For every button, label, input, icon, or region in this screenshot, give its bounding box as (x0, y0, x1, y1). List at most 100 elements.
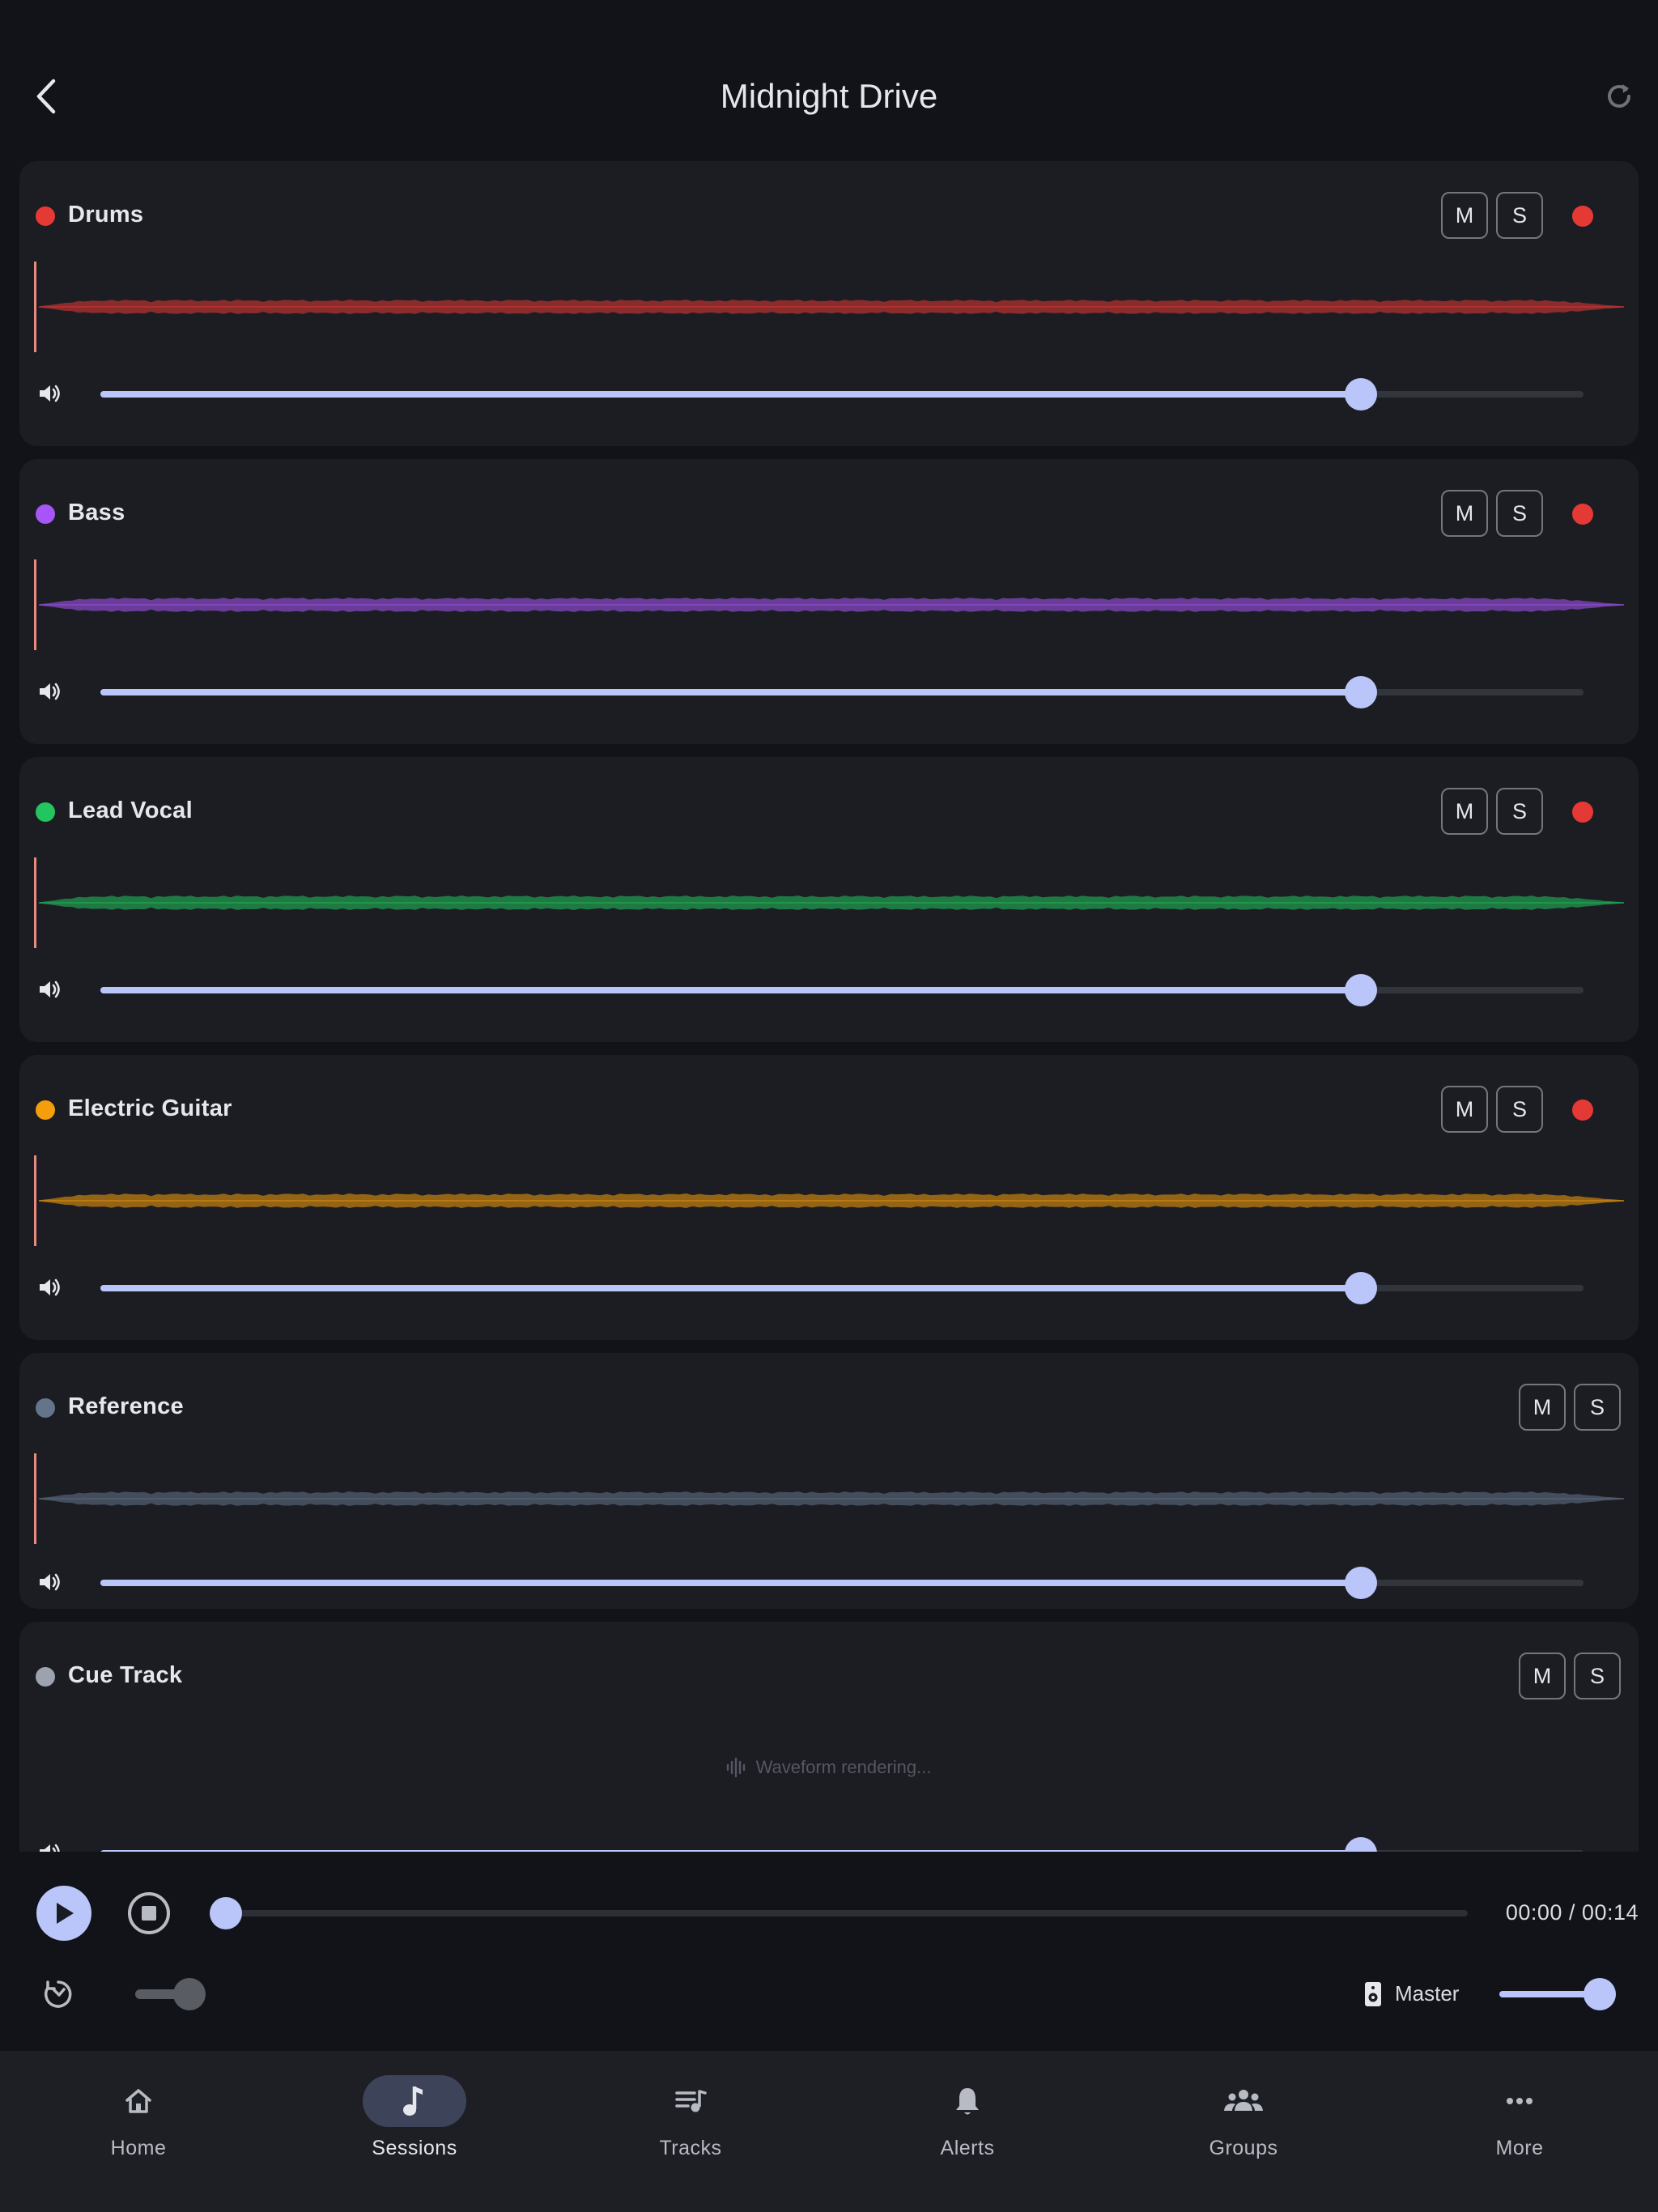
record-arm-button[interactable] (1572, 206, 1593, 227)
track-name: Electric Guitar (68, 1095, 232, 1121)
track-card: Reference M S (19, 1353, 1639, 1609)
record-arm-button[interactable] (1572, 504, 1593, 525)
solo-button[interactable]: S (1574, 1653, 1621, 1699)
solo-button[interactable]: S (1496, 1086, 1543, 1133)
master-volume-slider[interactable] (1499, 1978, 1616, 2010)
nav-item-more[interactable]: More (1422, 2075, 1617, 2197)
mute-button[interactable]: M (1441, 192, 1488, 239)
nav-item-alerts[interactable]: Alerts (870, 2075, 1065, 2197)
volume-icon[interactable] (36, 1274, 63, 1301)
volume-thumb[interactable] (1345, 1567, 1378, 1599)
mute-button[interactable]: M (1519, 1653, 1566, 1699)
track-color-dot (36, 1100, 55, 1120)
solo-button[interactable]: S (1496, 490, 1543, 537)
volume-thumb[interactable] (1345, 1837, 1378, 1852)
nav-pill (1468, 2075, 1571, 2127)
solo-button[interactable]: S (1496, 788, 1543, 835)
volume-thumb[interactable] (1345, 974, 1378, 1006)
nav-item-home[interactable]: Home (41, 2075, 236, 2197)
volume-fill (100, 689, 1362, 696)
track-card: Electric Guitar M S (19, 1055, 1639, 1340)
track-name: Drums (68, 202, 144, 228)
nav-label: More (1495, 2137, 1544, 2159)
track-card: Drums M S (19, 161, 1639, 446)
master-label: Master (1395, 1981, 1460, 2006)
playback-rate-button[interactable] (42, 1978, 74, 2010)
mute-button[interactable]: M (1519, 1384, 1566, 1431)
track-list: Drums M S Bass M S Lead Vocal M S Electric Guitar… (19, 161, 1639, 1852)
track-color-dot (36, 1667, 55, 1687)
playhead-marker (34, 559, 36, 650)
volume-row (19, 1827, 1639, 1852)
volume-slider[interactable] (100, 1272, 1584, 1304)
mute-button[interactable]: M (1441, 788, 1488, 835)
refresh-button[interactable] (1598, 75, 1640, 117)
volume-thumb[interactable] (1345, 378, 1378, 410)
nav-pill (916, 2075, 1019, 2127)
waveform-area[interactable] (34, 1155, 1624, 1246)
volume-icon[interactable] (36, 380, 63, 407)
waveform-area[interactable]: Waveform rendering... (34, 1722, 1622, 1813)
nav-label: Alerts (940, 2137, 995, 2159)
record-arm-button[interactable] (1572, 1100, 1593, 1121)
nav-item-tracks[interactable]: Tracks (593, 2075, 788, 2197)
track-color-dot (36, 206, 55, 226)
volume-slider[interactable] (100, 676, 1584, 708)
play-button[interactable] (36, 1886, 91, 1941)
seek-thumb[interactable] (210, 1897, 242, 1929)
volume-row (19, 1262, 1639, 1311)
volume-slider[interactable] (100, 1567, 1584, 1599)
volume-icon[interactable] (36, 678, 63, 705)
solo-button[interactable]: S (1496, 192, 1543, 239)
track-name: Cue Track (68, 1662, 183, 1688)
master-volume-thumb[interactable] (1584, 1978, 1616, 2010)
back-button[interactable] (24, 71, 68, 121)
nav-item-groups[interactable]: Groups (1146, 2075, 1341, 2197)
time-readout: 00:00 / 00:14 (1505, 1900, 1639, 1925)
app-header: Midnight Drive (0, 0, 1658, 158)
home-icon (122, 2085, 155, 2117)
volume-slider[interactable] (100, 974, 1584, 1006)
timer-icon (44, 1980, 72, 2008)
record-arm-button[interactable] (1572, 802, 1593, 823)
nav-pill (87, 2075, 190, 2127)
stop-button[interactable] (128, 1892, 170, 1934)
track-header: Bass M S (19, 459, 1639, 568)
nav-item-sessions[interactable]: Sessions (317, 2075, 512, 2197)
volume-icon[interactable] (36, 1568, 63, 1596)
volume-icon[interactable] (36, 976, 63, 1003)
playhead-marker (34, 857, 36, 948)
volume-icon[interactable] (36, 1839, 63, 1852)
seek-slider[interactable] (210, 1897, 1468, 1929)
volume-row (19, 1557, 1639, 1606)
playhead-marker (34, 1155, 36, 1246)
track-header: Drums M S (19, 161, 1639, 270)
waveform-area[interactable] (34, 262, 1624, 352)
track-header: Lead Vocal M S (19, 757, 1639, 866)
waveform-area[interactable] (34, 857, 1624, 948)
track-card: Lead Vocal M S (19, 757, 1639, 1042)
volume-row (19, 368, 1639, 417)
volume-fill (100, 391, 1362, 398)
track-header: Electric Guitar M S (19, 1055, 1639, 1163)
volume-thumb[interactable] (1345, 676, 1378, 708)
groups-icon (1222, 2085, 1265, 2117)
more-horiz-icon (1503, 2085, 1536, 2117)
nav-pill (1192, 2075, 1295, 2127)
mute-button[interactable]: M (1441, 490, 1488, 537)
nav-pill (363, 2075, 466, 2127)
playback-rate-toggle[interactable] (135, 1978, 206, 2010)
waveform-area[interactable] (34, 1453, 1624, 1544)
mute-button[interactable]: M (1441, 1086, 1488, 1133)
solo-button[interactable]: S (1574, 1384, 1621, 1431)
volume-fill (100, 1850, 1362, 1852)
volume-slider[interactable] (100, 1837, 1584, 1852)
music-note-icon (398, 2083, 431, 2119)
volume-slider[interactable] (100, 378, 1584, 410)
waveform-area[interactable] (34, 559, 1624, 650)
toggle-knob[interactable] (173, 1978, 206, 2010)
volume-thumb[interactable] (1345, 1272, 1378, 1304)
track-name: Reference (68, 1393, 184, 1419)
waveform (39, 300, 1624, 314)
track-header: Reference M S (19, 1353, 1639, 1461)
